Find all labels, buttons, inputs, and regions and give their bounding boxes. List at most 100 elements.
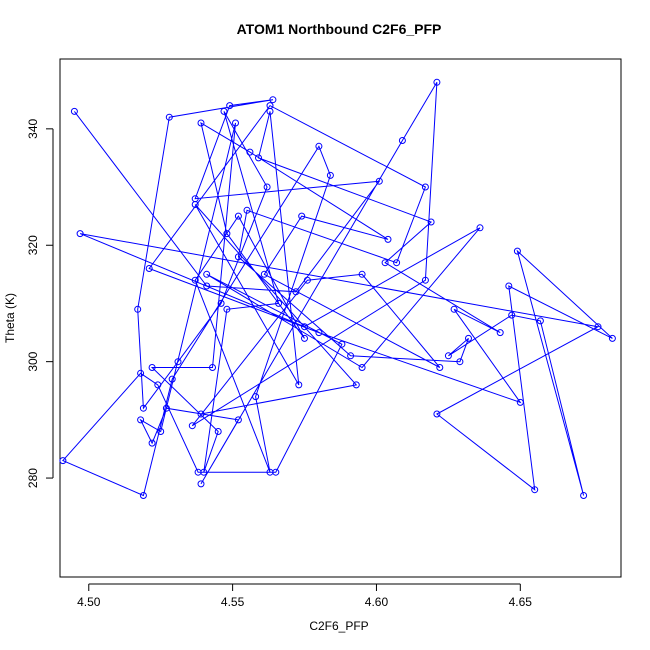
x-tick-label: 4.60: [365, 595, 389, 609]
data-point: [165, 113, 173, 121]
data-point: [384, 235, 392, 243]
plot-area: [59, 78, 616, 499]
data-point: [197, 410, 205, 418]
data-point: [433, 410, 441, 418]
data-point: [76, 230, 84, 238]
data-point: [260, 270, 268, 278]
data-point: [456, 358, 464, 366]
data-point: [243, 206, 251, 214]
data-point: [234, 253, 242, 261]
data-point: [59, 457, 67, 465]
data-point: [197, 119, 205, 127]
data-point: [476, 224, 484, 232]
y-axis-label: Theta (K): [3, 293, 17, 343]
data-point: [315, 329, 323, 337]
data-point: [465, 334, 472, 342]
data-point: [162, 404, 170, 412]
data-point: [134, 305, 142, 313]
data-point: [508, 311, 516, 319]
data-point: [358, 270, 366, 278]
data-point: [421, 276, 429, 284]
data-point: [444, 352, 452, 360]
data-point: [137, 369, 145, 377]
data-point: [301, 323, 308, 331]
data-point: [338, 340, 346, 348]
data-point: [139, 492, 147, 499]
data-point: [217, 299, 225, 307]
chart-title: ATOM1 Northbound C2F6_PFP: [237, 21, 442, 37]
data-point: [232, 119, 239, 127]
data-point: [197, 480, 205, 488]
data-point: [214, 428, 222, 435]
data-point: [148, 439, 156, 447]
x-tick-label: 4.55: [221, 595, 245, 609]
data-point: [234, 212, 242, 220]
data-point: [263, 183, 271, 191]
data-point: [513, 247, 521, 255]
data-point: [203, 270, 211, 278]
data-point: [266, 107, 274, 115]
y-tick-label: 300: [26, 351, 40, 371]
data-point: [148, 364, 156, 371]
x-tick-label: 4.65: [509, 595, 533, 609]
data-point: [209, 364, 216, 371]
data-point: [450, 305, 458, 313]
data-point: [433, 78, 441, 86]
data-point: [154, 381, 162, 389]
data-point: [168, 375, 176, 383]
data-point: [580, 492, 588, 499]
data-point: [188, 422, 196, 430]
data-point: [220, 107, 228, 115]
data-point: [139, 404, 147, 412]
data-point: [194, 468, 202, 476]
data-point: [137, 416, 145, 424]
data-point: [203, 282, 211, 290]
x-axis-label: C2F6_PFP: [309, 619, 368, 633]
data-point: [381, 259, 389, 267]
data-point: [496, 329, 504, 337]
data-point: [223, 230, 231, 238]
series-line: [62, 82, 613, 497]
data-point: [427, 218, 435, 226]
data-point: [252, 393, 260, 401]
data-point: [269, 96, 277, 104]
y-tick-label: 280: [26, 468, 40, 488]
data-point: [301, 334, 308, 342]
x-axis: 4.50 4.55 4.60 4.65: [77, 583, 533, 609]
data-point: [303, 276, 311, 284]
data-point: [191, 276, 199, 284]
data-point: [421, 183, 429, 191]
data-point: [234, 416, 242, 424]
data-point: [608, 334, 616, 342]
data-point: [246, 148, 254, 156]
data-point: [531, 486, 539, 494]
x-tick-label: 4.50: [77, 595, 101, 609]
data-point: [157, 428, 165, 435]
data-point: [272, 468, 280, 476]
plot-frame: [59, 58, 622, 578]
data-point: [516, 398, 524, 406]
data-point: [223, 305, 231, 313]
data-point: [275, 299, 283, 307]
data-point: [298, 212, 306, 220]
data-point: [536, 317, 544, 325]
data-point: [352, 381, 360, 389]
data-point: [398, 137, 406, 144]
data-point: [70, 107, 78, 115]
data-point: [191, 201, 199, 208]
y-tick-label: 320: [26, 235, 40, 255]
data-point: [393, 259, 401, 267]
y-axis: 280 300 320 340: [26, 119, 54, 488]
data-point: [358, 364, 366, 371]
data-point: [315, 142, 323, 150]
data-point: [326, 171, 334, 179]
data-point: [226, 102, 234, 110]
y-tick-label: 340: [26, 119, 40, 139]
data-point: [594, 323, 602, 331]
data-point: [174, 358, 182, 366]
data-point: [505, 282, 513, 290]
data-point: [295, 381, 303, 389]
data-point: [145, 265, 153, 272]
data-point: [292, 288, 300, 296]
